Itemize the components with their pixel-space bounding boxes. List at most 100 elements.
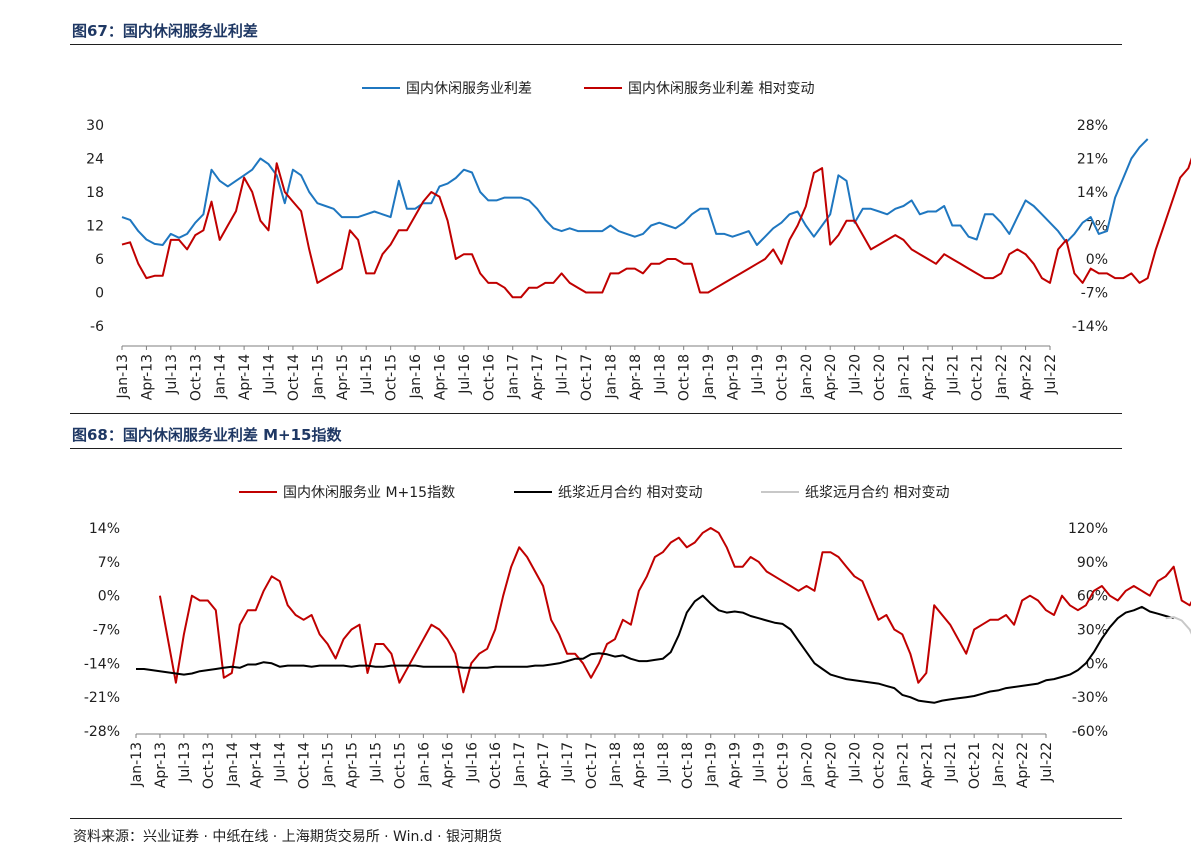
y-right-tick-0-1: 21% — [1077, 152, 1108, 168]
x-tick-label-1-14: Jul-16 — [464, 742, 480, 783]
x-tick-label-1-31: Oct-20 — [871, 742, 887, 789]
figure-67-title: 图67：国内休闲服务业利差 — [72, 22, 258, 40]
x-tick-label-1-16: Jan-17 — [512, 742, 528, 787]
y-left-tick-0-6: -6 — [90, 319, 104, 335]
x-tick-label-0-30: Jul-20 — [848, 354, 864, 395]
x-tick-label-0-25: Apr-19 — [726, 354, 742, 400]
x-tick-label-0-17: Apr-17 — [530, 354, 546, 400]
y-right-tick-1-5: -30% — [1072, 690, 1108, 706]
source-rule — [70, 818, 1122, 819]
x-tick-label-0-18: Jul-17 — [555, 354, 571, 395]
x-tick-label-0-9: Apr-15 — [335, 354, 351, 400]
y-right-tick-0-4: 0% — [1086, 252, 1108, 268]
x-tick-label-1-25: Apr-19 — [728, 742, 744, 788]
y-left-tick-1-2: 0% — [98, 589, 120, 605]
x-tick-label-1-24: Jan-19 — [704, 742, 720, 787]
x-tick-label-0-5: Apr-14 — [237, 354, 253, 400]
x-tick-label-1-21: Apr-18 — [632, 742, 648, 788]
x-tick-label-1-1: Apr-13 — [153, 742, 169, 788]
x-tick-label-0-14: Jul-16 — [457, 354, 473, 395]
figure-67-bottom-rule — [70, 413, 1122, 414]
x-tick-label-1-22: Jul-18 — [656, 742, 672, 783]
y-left-tick-1-1: 7% — [98, 555, 120, 571]
x-tick-label-0-19: Oct-17 — [579, 354, 595, 401]
y-right-tick-1-2: 60% — [1077, 589, 1108, 605]
chart-67: 国内休闲服务业利差 国内休闲服务业利差 相对变动 30 24 18 12 6 0 -6 28% 21… — [86, 81, 1191, 401]
x-tick-label-0-21: Apr-18 — [628, 354, 644, 400]
x-tick-label-0-31: Oct-20 — [872, 354, 888, 401]
x-tick-label-0-34: Jul-21 — [945, 354, 961, 395]
x-tick-label-1-35: Oct-21 — [967, 742, 983, 789]
y-right-tick-0-6: -14% — [1072, 319, 1108, 335]
x-tick-label-0-37: Apr-22 — [1019, 354, 1035, 400]
x-tick-label-1-8: Jan-15 — [321, 742, 337, 787]
x-tick-label-1-38: Jul-22 — [1039, 742, 1055, 783]
x-tick-label-1-18: Jul-17 — [560, 742, 576, 783]
y-left-tick-0-0: 30 — [86, 118, 104, 134]
figure-68-title: 图68：国内休闲服务业利差 M+15指数 — [72, 426, 342, 444]
x-tick-label-0-33: Apr-21 — [921, 354, 937, 400]
x-tick-label-1-12: Jan-16 — [416, 742, 432, 788]
x-tick-label-0-16: Jan-17 — [506, 354, 522, 399]
x-tick-label-0-0: Jan-13 — [115, 354, 131, 399]
x-tick-label-0-26: Jul-19 — [750, 354, 766, 395]
x-tick-label-1-37: Apr-22 — [1015, 742, 1031, 788]
x-tick-label-0-22: Jul-18 — [652, 354, 668, 395]
x-tick-label-1-23: Oct-18 — [680, 742, 696, 789]
x-tick-label-0-13: Apr-16 — [432, 354, 448, 400]
series-line-1-2 — [1165, 616, 1191, 635]
x-tick-label-1-9: Apr-15 — [345, 742, 361, 788]
x-tick-label-0-23: Oct-18 — [677, 354, 693, 401]
y-left-tick-0-3: 12 — [86, 219, 104, 235]
x-tick-label-0-4: Jan-14 — [213, 354, 229, 400]
y-right-tick-1-4: 0% — [1086, 656, 1108, 672]
x-tick-label-1-28: Jan-20 — [800, 742, 816, 787]
x-tick-label-1-15: Oct-16 — [488, 742, 504, 789]
series-line-1-1 — [136, 594, 1174, 704]
x-tick-label-0-27: Oct-19 — [774, 354, 790, 401]
x-tick-label-1-20: Jan-18 — [608, 742, 624, 787]
y-right-tick-0-2: 14% — [1077, 185, 1108, 201]
y-left-tick-1-0: 14% — [89, 521, 120, 537]
chart-68: 国内休闲服务业 M+15指数 纸浆近月合约 相对变动 纸浆远月合约 相对变动 14% 7… — [84, 485, 1191, 789]
x-tick-label-1-7: Oct-14 — [297, 742, 313, 789]
x-tick-label-1-33: Apr-21 — [919, 742, 935, 788]
y-right-tick-0-0: 28% — [1077, 118, 1108, 134]
x-tick-label-1-5: Apr-14 — [249, 742, 265, 788]
x-tick-label-1-4: Jan-14 — [225, 742, 241, 788]
source-note: 资料来源：兴业证券 · 中纸在线 · 上海期货交易所 · Win.d · 银河期… — [73, 829, 503, 845]
y-right-tick-1-0: 120% — [1068, 521, 1108, 537]
x-tick-label-1-2: Jul-13 — [177, 742, 193, 783]
legend-label-1-1: 纸浆近月合约 相对变动 — [558, 485, 702, 501]
y-right-tick-0-3: 7% — [1086, 219, 1108, 235]
x-tick-label-0-15: Oct-16 — [481, 354, 497, 401]
x-tick-label-0-2: Jul-13 — [164, 354, 180, 395]
x-tick-label-0-3: Oct-13 — [188, 354, 204, 401]
series-line-1-0 — [158, 527, 1191, 694]
x-tick-label-1-19: Oct-17 — [584, 742, 600, 789]
y-left-tick-0-2: 18 — [86, 185, 104, 201]
x-tick-label-1-32: Jan-21 — [895, 742, 911, 787]
series-line-0-1 — [121, 157, 1191, 299]
x-tick-label-0-32: Jan-21 — [896, 354, 912, 399]
y-left-tick-0-5: 0 — [95, 286, 104, 302]
x-tick-label-1-30: Jul-20 — [847, 742, 863, 783]
series-line-0-0 — [121, 138, 1149, 246]
x-tick-label-1-0: Jan-13 — [129, 742, 145, 787]
x-tick-label-0-29: Apr-20 — [823, 354, 839, 400]
x-tick-label-1-36: Jan-22 — [991, 742, 1007, 787]
legend-label-1-0: 国内休闲服务业 M+15指数 — [283, 485, 455, 501]
x-tick-label-1-10: Jul-15 — [368, 742, 384, 783]
figure-67-rule — [70, 44, 1122, 45]
legend-label-1-2: 纸浆远月合约 相对变动 — [805, 485, 949, 501]
x-tick-label-1-26: Jul-19 — [752, 742, 768, 783]
y-left-tick-1-4: -14% — [84, 656, 120, 672]
x-tick-label-1-3: Oct-13 — [201, 742, 217, 789]
y-left-tick-1-6: -28% — [84, 724, 120, 740]
y-right-tick-1-3: 30% — [1077, 623, 1108, 639]
x-tick-label-0-10: Jul-15 — [359, 354, 375, 395]
y-right-tick-1-1: 90% — [1077, 555, 1108, 571]
x-tick-label-0-12: Jan-16 — [408, 354, 424, 400]
x-tick-label-0-11: Oct-15 — [384, 354, 400, 401]
legend-label-0-0: 国内休闲服务业利差 — [406, 81, 532, 97]
